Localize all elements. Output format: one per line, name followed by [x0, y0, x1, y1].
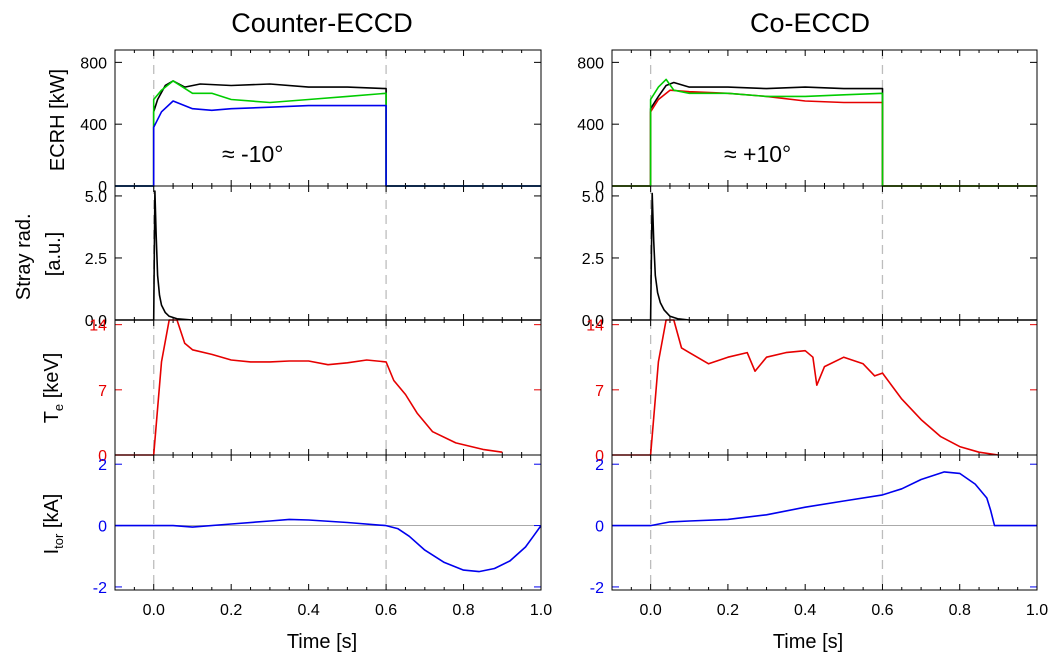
- y-tick-label: 5.0: [85, 189, 107, 206]
- y-axis-label-itor-symbol: I: [41, 549, 63, 555]
- series-line-stray-0: [612, 192, 1037, 321]
- panel-frame: [114, 454, 542, 591]
- y-axis-label-ecrh: ECRH [kW]: [47, 69, 69, 171]
- panel-ecrh: 0 400 800: [80, 49, 542, 196]
- chart-co-eccd: Co-ECCD Time [s] ≈ +10° 0 400 800 0.0 2.5 5.0…: [577, 8, 1048, 653]
- y-tick-label: 7: [595, 383, 604, 400]
- y-axis-label-te-symbol: T: [41, 411, 63, 423]
- x-tick-label: 0.2: [220, 602, 242, 619]
- y-axis-label-stray: Stray rad. [a.u.]: [13, 208, 65, 300]
- x-tick-label: 0.0: [640, 602, 662, 619]
- x-axis-label: Time [s]: [287, 631, 357, 653]
- y-axis-label-te: Te [keV]: [41, 353, 66, 424]
- y-tick-label: 14: [586, 318, 604, 335]
- panel-frame: [611, 319, 1038, 456]
- panel-itor: -2 0 2: [93, 454, 542, 597]
- panel-frame: [611, 185, 1038, 321]
- y-tick-label: 2: [98, 457, 107, 474]
- series-line-ecrh-0: [115, 80, 541, 187]
- y-tick-label: 0: [98, 519, 107, 536]
- y-tick-label: 800: [80, 55, 107, 72]
- y-axis-label-te-subscript: e: [51, 404, 66, 411]
- panel-frame: [611, 49, 1038, 187]
- y-axis-label-itor-subscript: tor: [51, 533, 66, 549]
- y-tick-label: 0: [595, 519, 604, 536]
- series-line-ecrh-2: [612, 78, 1037, 187]
- angle-annotation: ≈ +10°: [724, 141, 791, 167]
- series-line-te-0: [115, 319, 503, 456]
- x-tick-label: 0.2: [717, 602, 739, 619]
- series-line-itor-0: [115, 518, 542, 573]
- panel-frame: [114, 49, 542, 187]
- x-tick-labels: 0.0 0.2 0.4 0.6 0.8 1.0: [143, 602, 553, 619]
- x-tick-label: 0.4: [794, 602, 816, 619]
- panel-frame: [114, 185, 542, 321]
- series-line-ecrh-0: [612, 81, 1037, 187]
- series-line-te-0: [612, 319, 999, 456]
- y-axis-label-itor: Itor [kA]: [41, 494, 66, 555]
- x-tick-label: 1.0: [530, 602, 552, 619]
- panel-te: 0 7 14: [89, 318, 542, 465]
- x-tick-label: 0.4: [298, 602, 320, 619]
- series-line-stray-0: [115, 190, 541, 321]
- y-tick-label: 14: [89, 318, 107, 335]
- panel-frame: [611, 454, 1038, 591]
- x-tick-label: 0.8: [949, 602, 971, 619]
- y-axis-label-te-unit: [keV]: [41, 353, 63, 404]
- panel-ecrh: 0 400 800: [577, 49, 1038, 196]
- x-tick-label: 0.6: [871, 602, 893, 619]
- x-tick-label: 1.0: [1026, 602, 1048, 619]
- y-axis-label-stray-line1: Stray rad.: [13, 213, 35, 300]
- series-line-ecrh-2: [115, 100, 541, 187]
- y-tick-label: 400: [577, 117, 604, 134]
- series-line-ecrh-1: [612, 89, 1037, 187]
- y-tick-label: 7: [98, 383, 107, 400]
- series-line-ecrh-1: [115, 80, 541, 187]
- y-tick-label: 0.0: [582, 313, 604, 330]
- y-tick-label: 0: [98, 179, 107, 196]
- chart-title: Counter-ECCD: [231, 8, 413, 38]
- x-tick-label: 0.6: [375, 602, 397, 619]
- panel-itor: -2 0 2: [590, 454, 1038, 597]
- y-tick-label: 0: [98, 448, 107, 465]
- x-tick-labels: 0.0 0.2 0.4 0.6 0.8 1.0: [640, 602, 1049, 619]
- chart-title: Co-ECCD: [750, 8, 870, 38]
- y-tick-label: 400: [80, 117, 107, 134]
- y-tick-label: 0.0: [85, 313, 107, 330]
- y-tick-label: 2.5: [582, 251, 604, 268]
- panel-frame: [114, 319, 542, 456]
- y-tick-label: 0: [595, 448, 604, 465]
- y-tick-label: 5.0: [582, 189, 604, 206]
- y-axis-label-stray-line2: [a.u.]: [43, 232, 65, 276]
- chart-counter-eccd: Counter-ECCD Time [s] ECRH [kW] Stray ra…: [13, 8, 552, 653]
- y-tick-label: -2: [93, 580, 107, 597]
- y-tick-label: 800: [577, 55, 604, 72]
- x-tick-label: 0.8: [452, 602, 474, 619]
- y-tick-label: 0: [595, 179, 604, 196]
- panel-stray: 0.0 2.5 5.0: [85, 185, 542, 330]
- y-tick-label: -2: [590, 580, 604, 597]
- panel-te: 0 7 14: [586, 318, 1038, 465]
- y-tick-label: 2.5: [85, 251, 107, 268]
- y-tick-label: 2: [595, 457, 604, 474]
- x-tick-label: 0.0: [143, 602, 165, 619]
- x-axis-label: Time [s]: [773, 631, 843, 653]
- series-line-itor-0: [612, 471, 1037, 527]
- angle-annotation: ≈ -10°: [222, 141, 283, 167]
- y-axis-label-itor-unit: [kA]: [41, 494, 63, 534]
